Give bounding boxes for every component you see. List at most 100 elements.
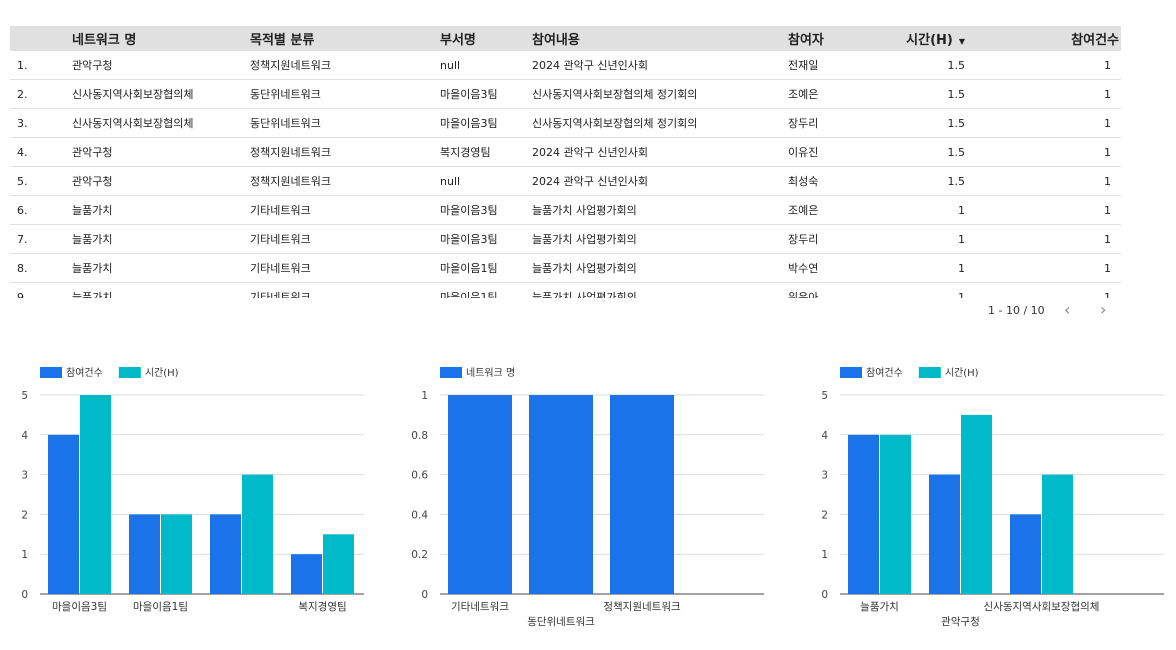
header-network-name[interactable]: 네트워크 명	[72, 26, 250, 51]
cell-department: 마을이음3팀	[440, 195, 532, 225]
header-index	[10, 26, 72, 51]
bar[interactable]	[961, 414, 992, 594]
bar[interactable]	[161, 514, 192, 594]
cell-count: 1	[965, 224, 1121, 254]
cell-purpose: 정책지원네트워크	[250, 51, 440, 80]
x-tick-label: 늘품가치	[860, 601, 899, 613]
legend-item[interactable]: 시간(H)	[918, 367, 979, 379]
table-row[interactable]: 4. 관악구청 정책지원네트워크 복지경영팀 2024 관악구 신년인사회 이유진 1.5 1	[10, 137, 1121, 167]
cell-participant: 조예은	[788, 79, 858, 109]
cell-participant: 장두리	[788, 108, 858, 138]
legend-item[interactable]: 참여건수	[840, 367, 903, 379]
cell-count: 1	[965, 79, 1121, 109]
y-tick-label: 0.8	[411, 430, 428, 442]
cell-purpose: 정책지원네트워크	[250, 166, 440, 196]
cell-count: 1	[965, 108, 1121, 138]
legend-label: 참여건수	[66, 367, 103, 379]
table-row[interactable]: 7. 늘품가치 기타네트워크 마을이음3팀 늘품가치 사업평가회의 장두리 1 1	[10, 224, 1121, 254]
legend-label: 시간(H)	[145, 367, 179, 379]
bar[interactable]	[291, 554, 322, 594]
y-tick-label: 4	[821, 430, 828, 442]
bar[interactable]	[1010, 514, 1041, 594]
cell-count: 1	[965, 166, 1121, 196]
next-page-icon[interactable]: ›	[1100, 300, 1107, 319]
pagination-label: 1 - 10 / 10	[988, 304, 1045, 317]
cell-participant: 전재일	[788, 51, 858, 80]
legend-item[interactable]: 시간(H)	[118, 367, 179, 379]
legend-swatch	[40, 367, 62, 378]
bar[interactable]	[129, 514, 160, 594]
cell-department: 마을이음1팀	[440, 253, 532, 283]
header-hours[interactable]: 시간(H) ▼	[858, 26, 965, 51]
bar[interactable]	[242, 474, 273, 594]
cell-count: 1	[965, 253, 1121, 283]
cell-department: 마을이음1팀	[440, 282, 532, 298]
cell-index: 4.	[10, 137, 72, 167]
chart-department: 참여건수 시간(H) 0 1 2 3 4 5 마을이음3팀 마을이음1팀 복지경영팀	[21, 367, 364, 613]
cell-department: 마을이음3팀	[440, 108, 532, 138]
table-header-row: 네트워크 명 목적별 분류 부서명 참여내용 참여자 시간(H) ▼ 참여건수	[10, 26, 1121, 51]
bar[interactable]	[323, 534, 354, 594]
cell-content: 2024 관악구 신년인사회	[532, 137, 788, 167]
cell-network-name: 관악구청	[72, 166, 250, 196]
data-table-container[interactable]: 네트워크 명 목적별 분류 부서명 참여내용 참여자 시간(H) ▼ 참여건수 1…	[10, 26, 1121, 298]
y-tick-label: 0.4	[411, 509, 428, 521]
header-participant[interactable]: 참여자	[788, 26, 858, 51]
bar[interactable]	[880, 434, 911, 594]
cell-count: 1	[965, 137, 1121, 167]
table-row[interactable]: 8. 늘품가치 기타네트워크 마을이음1팀 늘품가치 사업평가회의 박수연 1 1	[10, 253, 1121, 283]
legend-item[interactable]: 네트워크 명	[440, 366, 515, 379]
cell-network-name: 신사동지역사회보장협의체	[72, 79, 250, 109]
cell-index: 5.	[10, 166, 72, 196]
cell-hours: 1.5	[858, 108, 965, 138]
header-content[interactable]: 참여내용	[532, 26, 788, 51]
table-row[interactable]: 1. 관악구청 정책지원네트워크 null 2024 관악구 신년인사회 전재일 1.5 1	[10, 51, 1121, 80]
table-row[interactable]: 6. 늘품가치 기타네트워크 마을이음3팀 늘품가치 사업평가회의 조예은 1 1	[10, 195, 1121, 225]
x-tick-label: 복지경영팀	[298, 600, 346, 613]
cell-content: 늘품가치 사업평가회의	[532, 224, 788, 254]
cell-participant: 이유진	[788, 137, 858, 167]
cell-participant: 장두리	[788, 224, 858, 254]
bar[interactable]	[610, 395, 674, 594]
y-tick-label: 0.6	[411, 470, 428, 482]
prev-page-icon[interactable]: ‹	[1064, 300, 1071, 319]
cell-content: 늘품가치 사업평가회의	[532, 253, 788, 283]
legend-label: 참여건수	[866, 367, 903, 379]
sort-desc-icon[interactable]: ▼	[958, 37, 965, 46]
legend-item[interactable]: 참여건수	[40, 367, 103, 379]
header-department[interactable]: 부서명	[440, 26, 532, 51]
legend-swatch	[118, 367, 141, 378]
bar[interactable]	[210, 514, 241, 594]
table-row[interactable]: 2. 신사동지역사회보장협의체 동단위네트워크 마을이음3팀 신사동지역사회보장협의체 …	[10, 79, 1121, 109]
bar[interactable]	[80, 395, 111, 594]
table-row[interactable]: 9. 늘품가치 기타네트워크 마을이음1팀 늘품가치 사업평가회의 위은아 1 1	[10, 282, 1121, 298]
cell-count: 1	[965, 51, 1121, 80]
bar[interactable]	[929, 474, 960, 594]
cell-count: 1	[965, 195, 1121, 225]
bar[interactable]	[48, 434, 79, 594]
x-tick-label: 마을이음3팀	[52, 601, 107, 613]
cell-content: 2024 관악구 신년인사회	[532, 166, 788, 196]
x-tick-label: 동단위네트워크	[527, 615, 595, 628]
cell-purpose: 동단위네트워크	[250, 108, 440, 138]
x-tick-label: 정책지원네트워크	[603, 600, 681, 613]
data-table: 네트워크 명 목적별 분류 부서명 참여내용 참여자 시간(H) ▼ 참여건수 1…	[10, 26, 1121, 298]
table-row[interactable]: 3. 신사동지역사회보장협의체 동단위네트워크 마을이음3팀 신사동지역사회보장협의체 …	[10, 108, 1121, 138]
y-tick-label: 2	[821, 509, 828, 521]
cell-content: 늘품가치 사업평가회의	[532, 195, 788, 225]
bar[interactable]	[1042, 474, 1073, 594]
header-count[interactable]: 참여건수	[965, 26, 1121, 51]
table-row[interactable]: 5. 관악구청 정책지원네트워크 null 2024 관악구 신년인사회 최성숙 1.5 1	[10, 166, 1121, 196]
cell-department: null	[440, 51, 532, 80]
header-purpose[interactable]: 목적별 분류	[250, 26, 440, 51]
cell-department: 복지경영팀	[440, 137, 532, 167]
y-tick-label: 3	[21, 470, 28, 482]
bar[interactable]	[529, 395, 593, 594]
y-tick-label: 0	[21, 589, 28, 601]
bar[interactable]	[448, 395, 512, 594]
bar[interactable]	[848, 434, 879, 594]
cell-department: 마을이음3팀	[440, 224, 532, 254]
cell-network-name: 늘품가치	[72, 195, 250, 225]
cell-purpose: 정책지원네트워크	[250, 137, 440, 167]
